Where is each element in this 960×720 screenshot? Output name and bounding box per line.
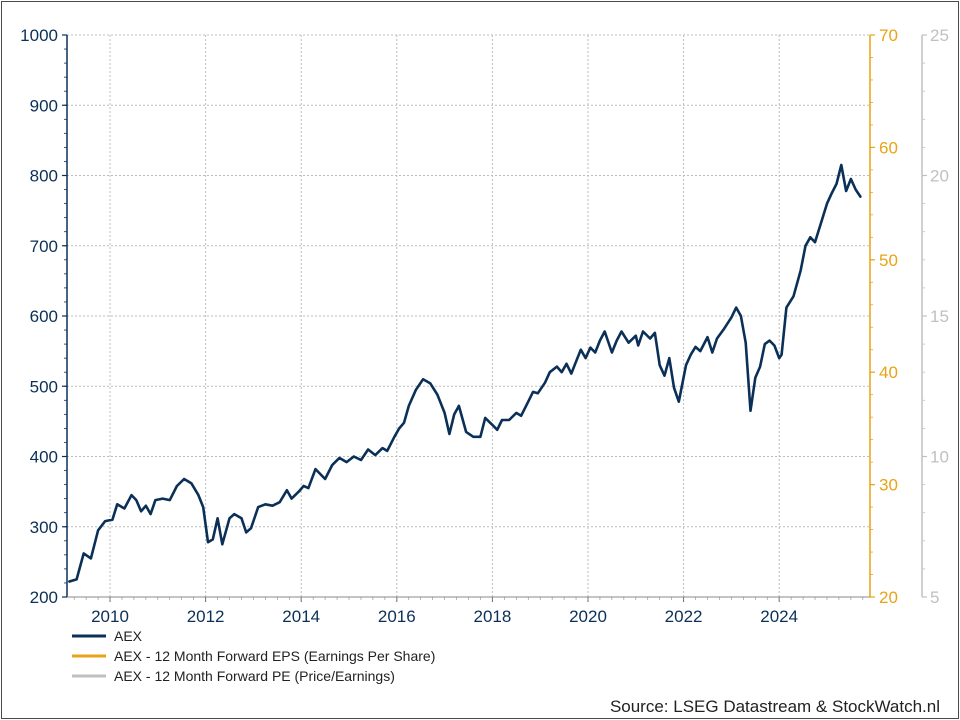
eps-axis-tick-label: 50 [879, 251, 898, 270]
grid-lines [67, 34, 870, 598]
eps-axis-tick-label: 20 [879, 588, 898, 607]
left-axis-tick-label: 600 [30, 307, 58, 326]
left-axis-tick-label: 200 [30, 588, 58, 607]
left-axis-tick-label: 800 [30, 167, 58, 186]
left-axis-tick-label: 500 [30, 377, 58, 396]
left-axis-tick-label: 300 [30, 518, 58, 537]
legend-label-2: AEX - 12 Month Forward PE (Price/Earning… [114, 668, 395, 684]
legend: AEX AEX - 12 Month Forward EPS (Earnings … [72, 628, 435, 684]
pe-axis-tick-label: 5 [930, 588, 939, 607]
left-axis-tick-label: 400 [30, 448, 58, 467]
source-note: Source: LSEG Datastream & StockWatch.nl [610, 697, 940, 716]
pe-axis-tick-label: 10 [930, 448, 949, 467]
eps-axis-tick-label: 70 [879, 26, 898, 45]
axes [62, 34, 927, 602]
eps-axis-tick-label: 40 [879, 363, 898, 382]
series-line-0 [68, 163, 862, 583]
x-axis-tick-label: 2022 [665, 607, 703, 626]
left-axis-tick-label: 700 [30, 237, 58, 256]
x-axis-tick-label: 2010 [91, 607, 129, 626]
pe-axis-tick-label: 20 [930, 167, 949, 186]
x-axis-tick-label: 2020 [569, 607, 607, 626]
series-layer [68, 163, 862, 583]
x-axis-tick-label: 2014 [282, 607, 320, 626]
x-axis-tick-label: 2012 [187, 607, 225, 626]
tick-labels: 200 300 400 500 600 700 800 900 1000 20 30 40 50 60 70… [20, 26, 949, 626]
x-axis-tick-label: 2024 [760, 607, 798, 626]
pe-axis-tick-label: 15 [930, 307, 949, 326]
x-axis-tick-label: 2018 [473, 607, 511, 626]
eps-axis-tick-label: 30 [879, 476, 898, 495]
x-axis-tick-label: 2016 [378, 607, 416, 626]
pe-axis-tick-label: 25 [930, 26, 949, 45]
legend-label-1: AEX - 12 Month Forward EPS (Earnings Per… [114, 648, 435, 664]
left-axis-tick-label: 1000 [20, 26, 58, 45]
legend-label-0: AEX [114, 628, 143, 644]
left-axis-tick-label: 900 [30, 96, 58, 115]
eps-axis-tick-label: 60 [879, 138, 898, 157]
